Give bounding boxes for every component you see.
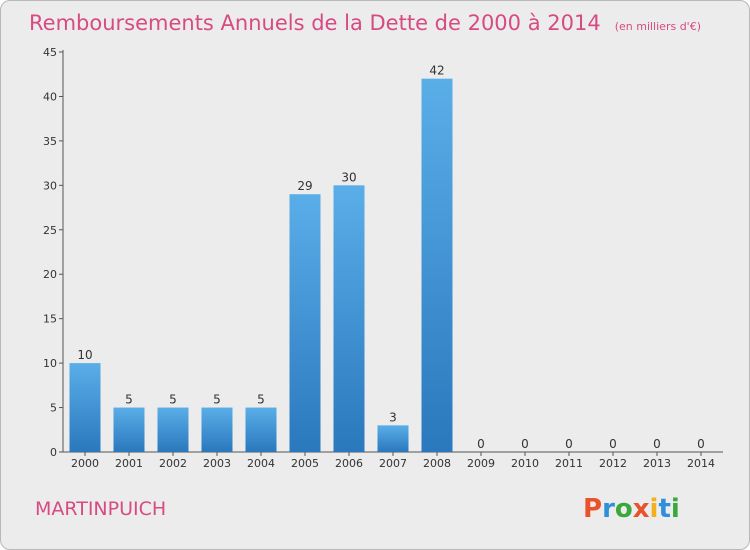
data-label-2009: 0 — [477, 437, 485, 451]
x-tick-label-2009: 2009 — [467, 457, 495, 470]
y-tick-label: 5 — [50, 402, 57, 415]
logo-letter: i — [650, 494, 659, 524]
logo-letter: r — [602, 494, 615, 524]
bar-2005 — [289, 194, 321, 452]
y-tick-label: 40 — [43, 90, 57, 103]
bar-2004 — [245, 407, 277, 452]
chart-title-main: Remboursements Annuels de la Dette de 20… — [29, 11, 601, 35]
data-label-2011: 0 — [565, 437, 573, 451]
x-tick-label-2001: 2001 — [115, 457, 143, 470]
x-tick-label-2013: 2013 — [643, 457, 671, 470]
data-label-2014: 0 — [697, 437, 705, 451]
y-axis-ticks: 0 5 10 15 20 25 30 35 40 45 — [43, 46, 63, 459]
x-tick-label-2007: 2007 — [379, 457, 407, 470]
bar-2008 — [421, 78, 453, 453]
logo-letter: x — [633, 494, 650, 524]
y-tick-label: 30 — [43, 179, 57, 192]
data-label-2012: 0 — [609, 437, 617, 451]
y-tick-label: 45 — [43, 46, 57, 59]
logo-letter: P — [583, 494, 602, 524]
x-tick-label-2004: 2004 — [247, 457, 275, 470]
bar-2006 — [333, 185, 365, 453]
x-tick-label-2012: 2012 — [599, 457, 627, 470]
chart-title-unit: (en milliers d'€) — [615, 20, 701, 33]
y-tick-label: 35 — [43, 135, 57, 148]
x-tick-label-2005: 2005 — [291, 457, 319, 470]
data-label-2005: 29 — [297, 179, 312, 193]
data-label-2013: 0 — [653, 437, 661, 451]
logo-letter: t — [658, 494, 670, 524]
bar-2001 — [113, 407, 145, 452]
data-label-2003: 5 — [213, 393, 221, 407]
x-tick-label-2006: 2006 — [335, 457, 363, 470]
bar-2007 — [377, 425, 409, 452]
x-axis-ticks: 2000 2001 2002 2003 2004 2005 2006 2007 2008 2009… — [71, 452, 715, 470]
proxiti-logo: Proxiti — [583, 494, 680, 524]
data-label-2001: 5 — [125, 393, 133, 407]
x-tick-label-2000: 2000 — [71, 457, 99, 470]
y-tick-label: 0 — [50, 446, 57, 459]
x-tick-label-2002: 2002 — [159, 457, 187, 470]
data-label-2008: 42 — [429, 64, 444, 78]
data-label-2007: 3 — [389, 410, 397, 424]
logo-letter: i — [671, 494, 680, 524]
chart-axes — [62, 50, 723, 453]
x-tick-label-2008: 2008 — [423, 457, 451, 470]
x-tick-label-2011: 2011 — [555, 457, 583, 470]
chart-title: Remboursements Annuels de la Dette de 20… — [29, 11, 701, 35]
x-tick-label-2003: 2003 — [203, 457, 231, 470]
bar-2003 — [201, 407, 233, 452]
data-label-2010: 0 — [521, 437, 529, 451]
chart-bars: 10 5 5 5 5 29 30 3 42 0 0 0 0 0 0 — [69, 64, 705, 453]
data-label-2006: 30 — [341, 170, 356, 184]
data-label-2004: 5 — [257, 393, 265, 407]
y-tick-label: 20 — [43, 268, 57, 281]
x-tick-label-2010: 2010 — [511, 457, 539, 470]
y-tick-label: 15 — [43, 313, 57, 326]
data-label-2000: 10 — [77, 348, 92, 362]
y-tick-label: 10 — [43, 357, 57, 370]
y-tick-label: 25 — [43, 224, 57, 237]
bar-2000 — [69, 363, 101, 452]
commune-name: MARTINPUICH — [35, 498, 166, 520]
bar-2002 — [157, 407, 189, 452]
x-tick-label-2014: 2014 — [687, 457, 715, 470]
logo-letter: o — [615, 494, 633, 524]
data-label-2002: 5 — [169, 393, 177, 407]
